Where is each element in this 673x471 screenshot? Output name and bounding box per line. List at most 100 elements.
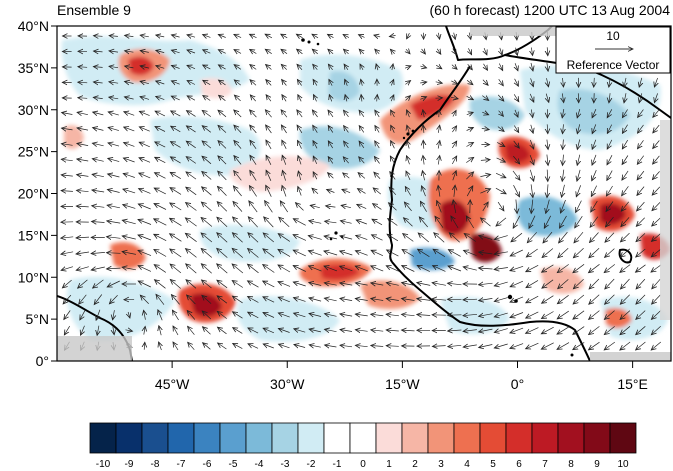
wind-arrow-icon	[64, 310, 71, 320]
wind-arrow-icon	[636, 294, 646, 304]
wind-arrow-icon	[325, 345, 337, 347]
wind-arrow-icon	[155, 157, 166, 164]
wind-arrow-icon	[438, 32, 439, 39]
wind-arrow-icon	[592, 124, 596, 133]
wind-arrow-icon	[512, 170, 520, 180]
wind-arrow-icon	[563, 124, 564, 133]
wind-arrow-icon	[526, 327, 539, 334]
wind-arrow-icon	[250, 34, 257, 37]
lat-tick-label: 30°N	[18, 102, 49, 118]
wind-arrow-icon	[448, 250, 461, 257]
wind-arrow-icon	[500, 47, 502, 55]
wind-arrow-icon	[202, 187, 212, 196]
wind-arrow-icon	[417, 315, 431, 316]
wind-arrow-icon	[434, 233, 445, 243]
wind-arrow-icon	[607, 109, 613, 117]
wind-arrow-icon	[453, 171, 456, 181]
wind-arrow-icon	[466, 128, 474, 131]
wind-arrow-icon	[186, 264, 197, 274]
wind-arrow-icon	[407, 125, 409, 133]
wind-arrow-icon	[170, 203, 182, 211]
wind-arrow-icon	[386, 299, 399, 301]
colorbar-swatch	[193, 422, 221, 454]
wind-arrow-icon	[463, 314, 478, 315]
wind-arrow-icon	[248, 328, 259, 334]
wind-arrow-icon	[448, 330, 462, 331]
wind-arrow-icon	[309, 314, 322, 317]
wind-arrow-icon	[294, 298, 306, 302]
wind-arrow-icon	[156, 66, 165, 69]
wind-arrow-icon	[622, 109, 628, 117]
wind-arrow-icon	[217, 280, 228, 289]
wind-arrow-icon	[201, 249, 213, 258]
wind-arrow-icon	[61, 267, 74, 271]
wind-arrow-icon	[359, 49, 364, 54]
wind-arrow-icon	[497, 201, 504, 211]
wind-arrow-icon	[494, 312, 508, 317]
wind-arrow-icon	[159, 326, 161, 336]
wind-arrow-icon	[201, 218, 213, 227]
wind-arrow-icon	[188, 326, 195, 335]
wind-arrow-icon	[530, 93, 534, 102]
lat-tick-label: 20°N	[18, 186, 49, 202]
wind-arrow-icon	[201, 264, 212, 274]
wind-arrow-icon	[234, 140, 242, 149]
wind-arrow-icon	[171, 126, 181, 133]
wind-arrow-icon	[96, 309, 100, 320]
wind-arrow-icon	[542, 279, 554, 288]
wind-arrow-icon	[313, 64, 318, 70]
wind-arrow-icon	[250, 125, 257, 134]
wind-arrow-icon	[479, 236, 493, 240]
wind-arrow-icon	[122, 220, 136, 225]
wind-arrow-icon	[202, 295, 212, 304]
wind-arrow-icon	[124, 143, 135, 147]
wind-arrow-icon	[360, 64, 363, 71]
wind-arrow-icon	[170, 157, 181, 164]
wind-arrow-icon	[312, 34, 319, 38]
wind-arrow-icon	[591, 200, 598, 212]
colorbar-swatch	[583, 422, 611, 454]
wind-arrow-icon	[356, 220, 367, 225]
wind-arrow-icon	[355, 283, 368, 285]
wind-arrow-icon	[605, 294, 615, 304]
wind-arrow-icon	[653, 124, 660, 133]
wind-arrow-icon	[638, 140, 644, 148]
wind-arrow-icon	[328, 173, 334, 179]
wind-arrow-icon	[92, 174, 104, 176]
wind-arrow-icon	[605, 278, 615, 289]
wind-arrow-icon	[218, 186, 227, 196]
wind-arrow-icon	[324, 283, 337, 285]
wind-arrow-icon	[651, 326, 661, 334]
wind-arrow-icon	[371, 330, 384, 331]
wind-arrow-icon	[438, 156, 439, 165]
wind-arrow-icon	[107, 268, 121, 269]
wind-arrow-icon	[463, 345, 477, 347]
wind-arrow-icon	[422, 186, 426, 197]
wind-arrow-icon	[122, 267, 136, 270]
wind-arrow-icon	[249, 201, 258, 213]
wind-arrow-icon	[494, 297, 508, 302]
wind-arrow-icon	[542, 248, 554, 258]
wind-arrow-icon	[605, 248, 615, 258]
wind-arrow-icon	[281, 34, 288, 38]
colorbar-label: 10	[617, 459, 629, 470]
wind-arrow-icon	[511, 232, 523, 242]
colorbar-swatch	[427, 422, 455, 454]
wind-arrow-icon	[264, 217, 274, 228]
wind-arrow-icon	[390, 49, 394, 53]
wind-arrow-icon	[313, 156, 316, 165]
wind-arrow-icon	[355, 345, 368, 346]
wind-arrow-icon	[590, 216, 599, 228]
wind-arrow-icon	[466, 80, 473, 84]
wind-arrow-icon	[263, 265, 275, 273]
wind-arrow-icon	[526, 280, 539, 287]
wind-arrow-icon	[203, 96, 211, 101]
wind-arrow-icon	[561, 199, 566, 213]
wind-arrow-icon	[546, 93, 549, 103]
colorbar-swatch	[531, 422, 559, 454]
wind-arrow-icon	[463, 299, 478, 300]
wind-arrow-icon	[76, 206, 89, 207]
wind-arrow-icon	[405, 187, 412, 196]
lon-tick-label: 30°W	[270, 376, 305, 392]
lon-tick-label: 15°W	[385, 376, 420, 392]
